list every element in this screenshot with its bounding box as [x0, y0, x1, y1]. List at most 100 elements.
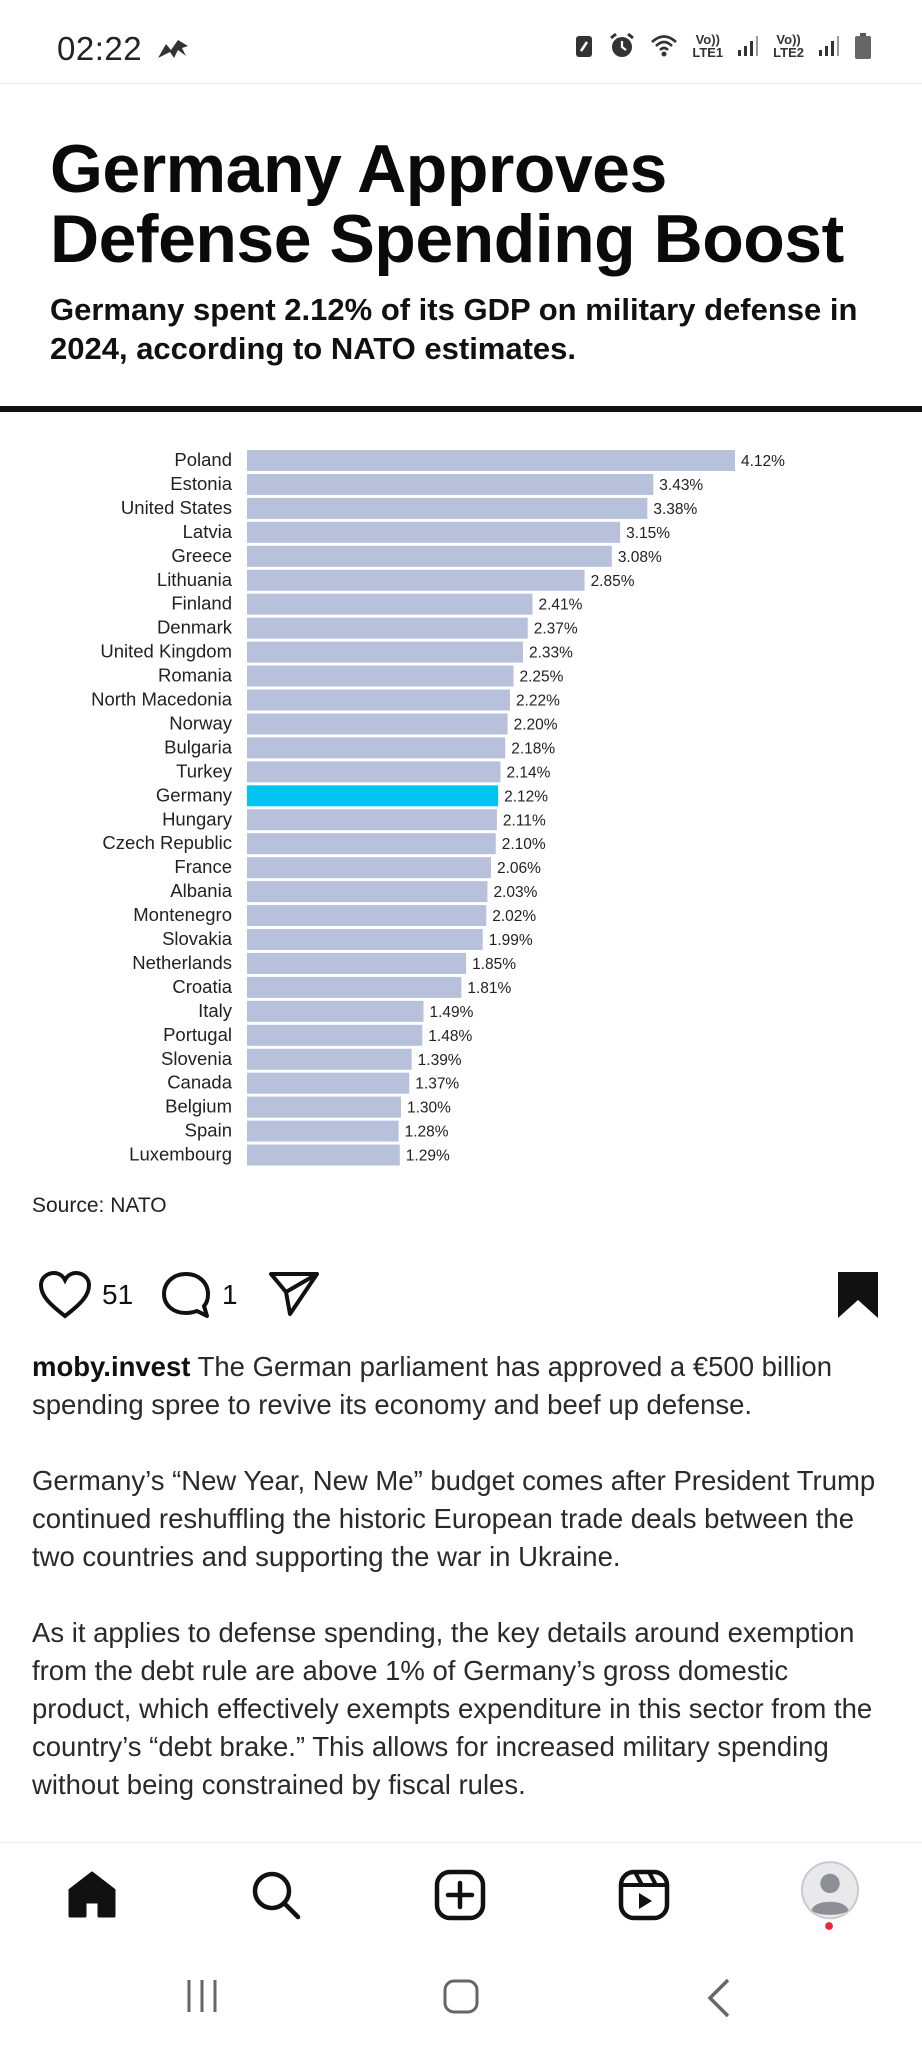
category-label: Italy: [198, 1000, 233, 1021]
bar: [247, 521, 621, 543]
caption-paragraph: Germany’s “New Year, New Me” budget come…: [32, 1465, 876, 1572]
post-image[interactable]: Germany Approves Defense Spending Boost …: [0, 84, 922, 1234]
reels-icon[interactable]: [618, 1869, 670, 1921]
value-label: 2.41%: [538, 597, 582, 614]
value-label: 2.20%: [514, 716, 558, 733]
back-icon[interactable]: [704, 1976, 734, 2020]
like-action[interactable]: 51: [38, 1270, 133, 1320]
category-label: Romania: [158, 665, 233, 686]
bar: [247, 1024, 423, 1046]
infographic-headline: Germany Approves Defense Spending Boost: [50, 131, 844, 277]
divider-rule: [0, 406, 922, 412]
value-label: 3.38%: [653, 501, 697, 518]
value-label: 2.02%: [492, 908, 536, 925]
profile-avatar[interactable]: [800, 1859, 860, 1931]
category-label: Netherlands: [132, 952, 232, 973]
value-label: 2.14%: [506, 764, 550, 781]
bar: [247, 952, 467, 974]
value-label: 1.39%: [418, 1052, 462, 1069]
nav-create[interactable]: [430, 1865, 490, 1925]
bar: [247, 473, 654, 495]
chart-source: Source: NATO: [32, 1194, 167, 1217]
bar: [247, 1048, 412, 1070]
alarm-icon: [610, 32, 635, 57]
category-label: Montenegro: [133, 904, 232, 925]
caption-username[interactable]: moby.invest: [32, 1351, 191, 1382]
share-action[interactable]: [268, 1270, 320, 1318]
nav-search[interactable]: [246, 1865, 306, 1925]
signal-1-icon: [738, 36, 759, 56]
category-label: Lithuania: [157, 569, 233, 590]
signal-2-icon: [819, 36, 839, 56]
category-label: United Kingdom: [100, 641, 232, 662]
category-label: Turkey: [176, 760, 233, 781]
create-icon[interactable]: [434, 1869, 486, 1921]
infographic-subhead: Germany spent 2.12% of its GDP on milita…: [50, 292, 858, 366]
nav-reels[interactable]: [614, 1865, 674, 1925]
caption-paragraph: moby.invest The German parliament has ap…: [32, 1351, 832, 1420]
value-label: 1.85%: [472, 956, 516, 973]
bar: [247, 881, 488, 903]
value-label: 2.10%: [502, 836, 546, 853]
bar: [247, 929, 483, 950]
value-label: 2.85%: [591, 573, 635, 590]
bar: [247, 497, 648, 519]
caption-paragraph: As it applies to defense spending, the k…: [32, 1617, 873, 1800]
home-button-icon[interactable]: [442, 1976, 480, 2016]
post-caption: moby.invest The German parliament has ap…: [32, 1348, 892, 1842]
notification-app-icon: [158, 40, 188, 58]
bar-highlight: [247, 785, 499, 807]
bar: [247, 617, 528, 639]
category-label: Greece: [171, 545, 232, 566]
bar: [247, 1096, 401, 1118]
value-label: 2.06%: [497, 860, 541, 877]
value-label: 1.37%: [415, 1076, 459, 1093]
category-label: France: [174, 856, 232, 877]
category-label: Hungary: [162, 808, 233, 829]
category-label: Canada: [167, 1072, 233, 1093]
bar: [247, 713, 508, 735]
value-label: 3.15%: [626, 525, 670, 542]
value-label: 2.12%: [504, 788, 548, 805]
category-label: Poland: [174, 449, 232, 470]
home-icon[interactable]: [66, 1870, 118, 1920]
defense-spending-bar-chart: Poland 4.12% Estonia 3.43% United States 3.38…: [91, 449, 785, 1166]
value-label: 2.33%: [529, 645, 573, 662]
category-label: United States: [121, 497, 232, 518]
heart-icon[interactable]: [38, 1270, 92, 1320]
value-label: 1.48%: [428, 1028, 472, 1045]
bar: [247, 1000, 424, 1022]
category-label: Bulgaria: [164, 736, 233, 757]
save-action[interactable]: [836, 1270, 880, 1320]
category-label: North Macedonia: [91, 689, 233, 710]
search-icon[interactable]: [250, 1869, 302, 1921]
value-label: 2.18%: [511, 740, 555, 757]
category-label: Latvia: [183, 521, 233, 542]
bar: [247, 641, 523, 663]
category-label: Finland: [171, 593, 232, 614]
post-actions: 51 1: [0, 1262, 922, 1332]
value-label: 1.99%: [489, 932, 533, 949]
value-label: 1.30%: [407, 1100, 451, 1117]
system-navigation: [0, 1950, 922, 2049]
value-label: 1.29%: [406, 1148, 450, 1165]
bar: [247, 1144, 400, 1166]
bar: [247, 857, 491, 879]
bar: [247, 737, 506, 759]
comment-count: 1: [222, 1279, 238, 1310]
value-label: 1.28%: [405, 1124, 449, 1141]
category-label: Denmark: [157, 617, 233, 638]
bookmark-icon[interactable]: [836, 1270, 880, 1320]
nav-home[interactable]: [62, 1865, 122, 1925]
value-label: 1.49%: [429, 1004, 473, 1021]
category-label: Estonia: [170, 473, 232, 494]
send-icon[interactable]: [268, 1270, 320, 1318]
status-time: 02:22: [57, 30, 143, 67]
value-label: 2.25%: [520, 669, 564, 686]
nav-profile[interactable]: [800, 1861, 860, 1930]
comment-icon[interactable]: [160, 1270, 212, 1320]
bar: [247, 833, 496, 855]
category-label: Spain: [185, 1120, 232, 1141]
comment-action[interactable]: 1: [160, 1270, 238, 1320]
recent-apps-icon[interactable]: [184, 1976, 220, 2016]
